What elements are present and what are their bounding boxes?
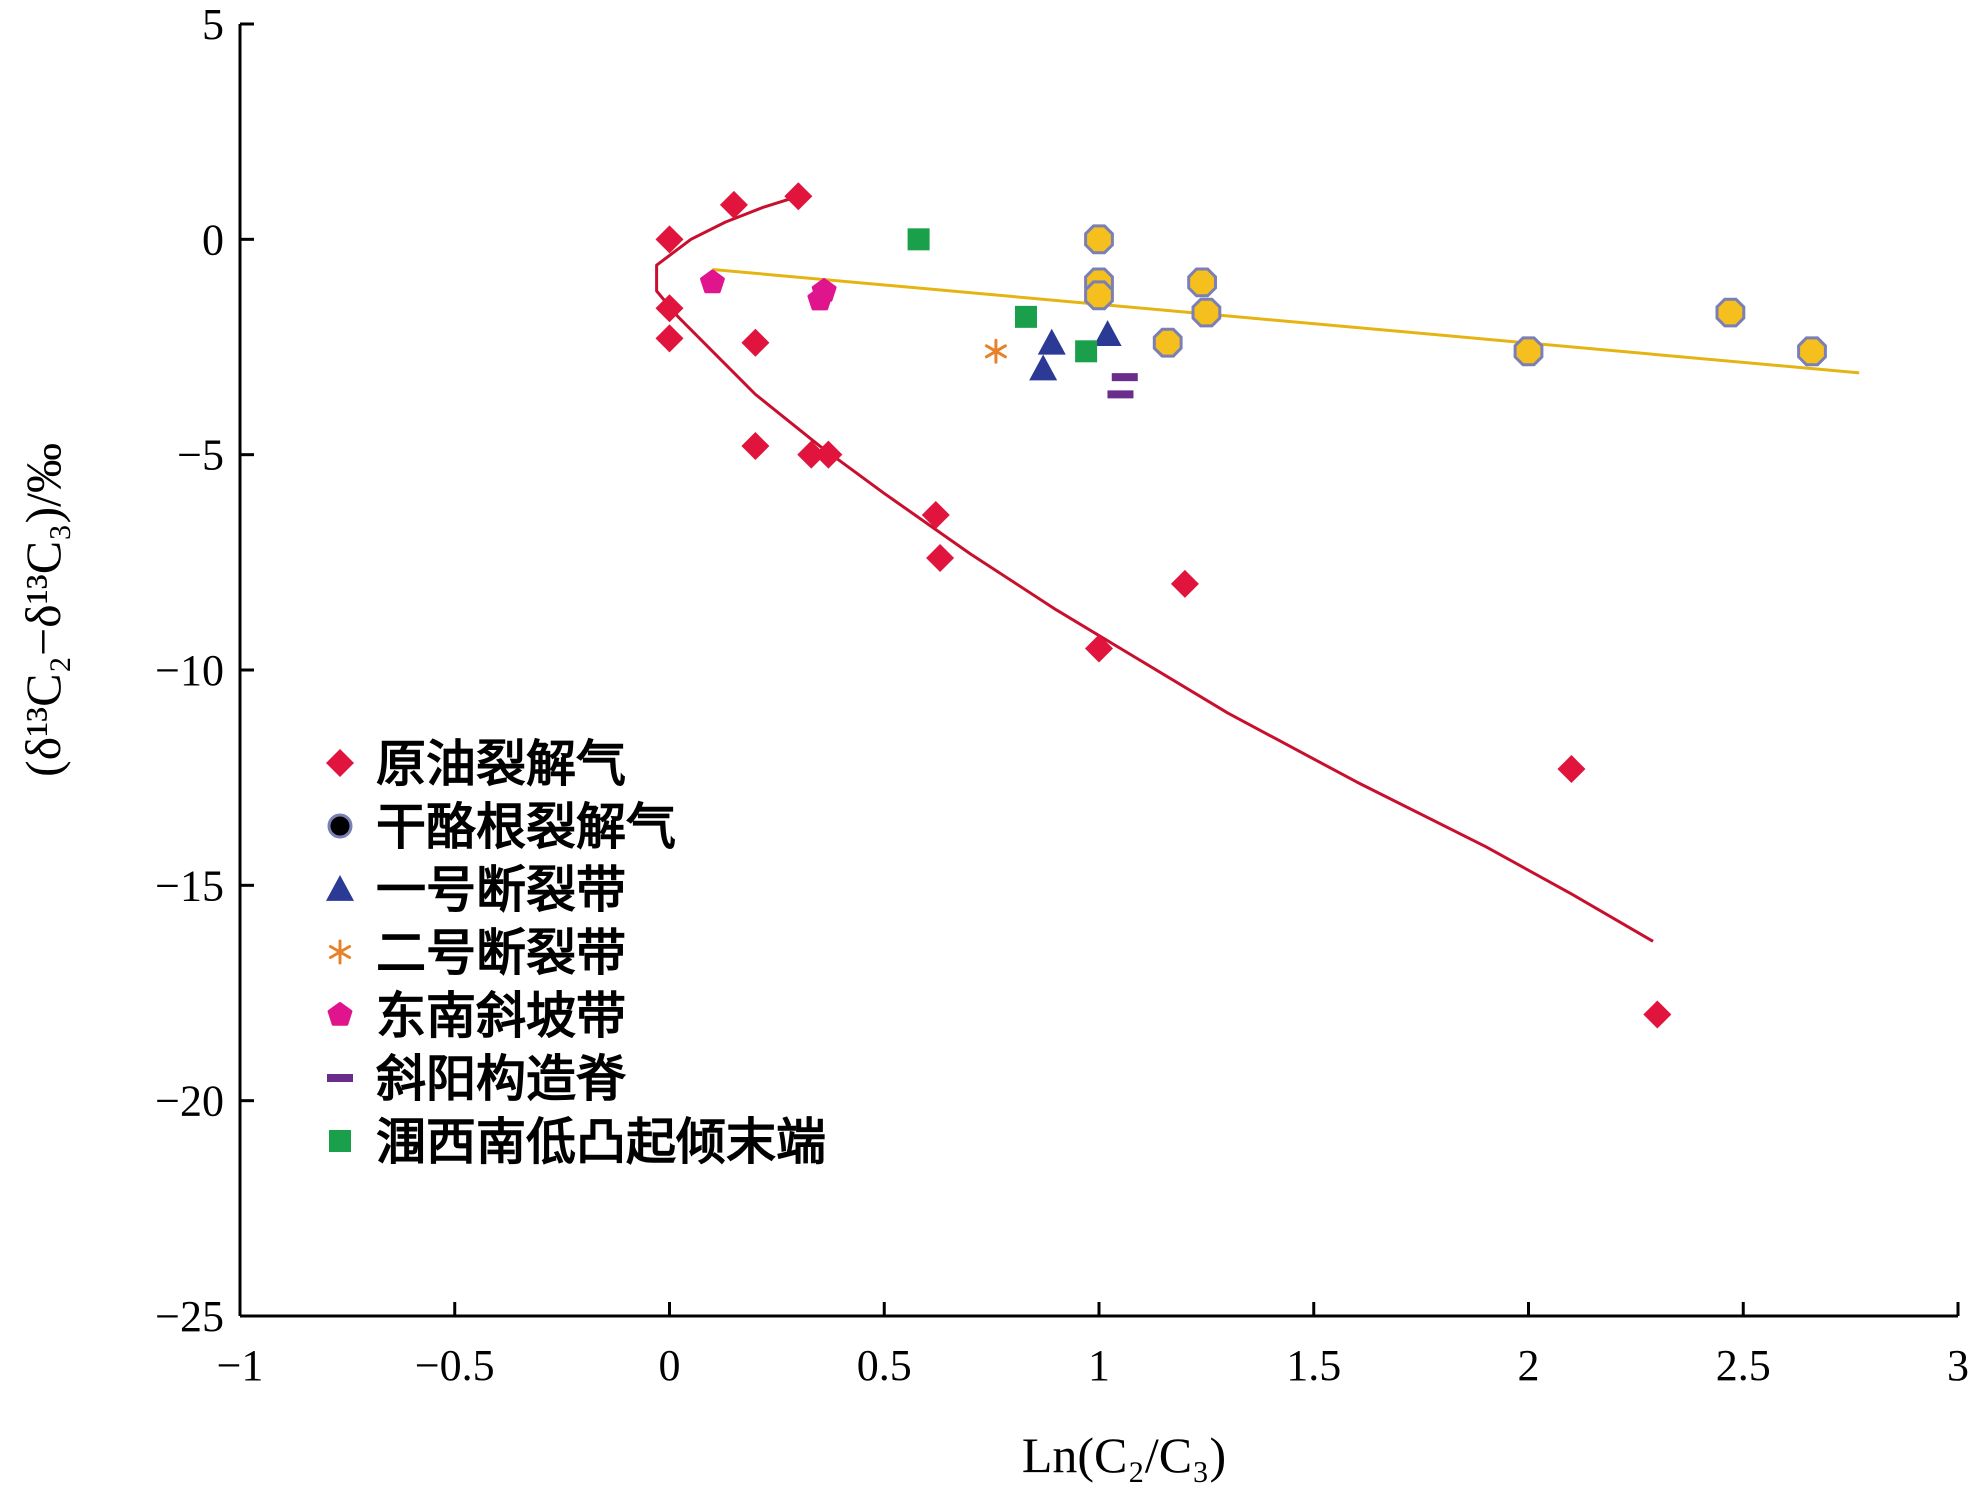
legend-item: 干酪根裂解气	[327, 798, 676, 856]
x-axis-title: Ln(C₂/C₃)	[1022, 1427, 1226, 1483]
data-point	[1085, 634, 1113, 663]
legend-marker	[328, 939, 352, 965]
x-tick-label: 3	[1947, 1341, 1968, 1390]
y-tick-label: −10	[155, 646, 224, 695]
x-tick-label: −1	[217, 1341, 264, 1390]
data-point	[1075, 340, 1098, 363]
data-point	[921, 500, 950, 529]
data-point	[1643, 1000, 1672, 1029]
axes: −1 −0.5 0 0.5 1 1.5 2 2.5 3 5 0 −5 −10 −15 −20 −25 Ln(C₂…	[15, 0, 1968, 1483]
data-point	[741, 432, 770, 461]
legend-label: 原油裂解气	[376, 735, 626, 793]
series-6	[907, 228, 1098, 363]
legend-item: 东南斜坡带	[327, 987, 626, 1045]
data-point	[797, 440, 826, 469]
legend-item: 斜阳构造脊	[327, 1050, 627, 1108]
series-2	[1029, 320, 1122, 381]
legend-marker	[327, 1002, 353, 1026]
legend-label: 东南斜坡带	[376, 987, 626, 1045]
data-point	[741, 328, 770, 357]
y-tick-label: −20	[155, 1077, 224, 1126]
legend-marker	[327, 1074, 353, 1082]
data-point	[1187, 267, 1217, 298]
data-point	[1191, 297, 1222, 328]
series-5	[1107, 373, 1138, 399]
legend-label: 一号断裂带	[376, 861, 626, 919]
data-point	[1111, 373, 1138, 382]
data-point	[1557, 755, 1586, 784]
data-point	[1093, 320, 1122, 346]
data-point	[1037, 328, 1066, 355]
data-point	[719, 190, 748, 219]
data-point	[655, 225, 684, 254]
data-point	[1029, 354, 1058, 381]
legend-label: 二号断裂带	[376, 924, 626, 982]
data-points	[655, 182, 1827, 1029]
series-4	[700, 269, 837, 311]
data-point	[926, 544, 955, 573]
legend-item: 二号断裂带	[328, 924, 626, 982]
data-point	[700, 269, 725, 294]
legend-marker	[327, 813, 353, 839]
data-point	[784, 182, 813, 211]
data-point	[655, 294, 684, 323]
legend-marker	[326, 875, 354, 901]
legend-item: 一号断裂带	[326, 861, 626, 919]
legend-item: 涠西南低凸起倾末端	[329, 1113, 826, 1171]
legend-item: 原油裂解气	[326, 735, 626, 793]
x-tick-label: 0.5	[857, 1341, 912, 1390]
legend-label: 斜阳构造脊	[376, 1050, 627, 1108]
series-3	[984, 338, 1007, 364]
legend-marker	[326, 749, 354, 777]
data-point	[1170, 569, 1199, 598]
y-tick-label: 0	[202, 215, 224, 264]
data-point	[1715, 297, 1746, 328]
y-tick-label: −25	[155, 1292, 224, 1341]
y-tick-label: −15	[155, 861, 224, 910]
legend-label: 涠西南低凸起倾末端	[376, 1113, 826, 1171]
data-point	[1152, 327, 1183, 358]
data-point	[1084, 280, 1114, 311]
series-0	[655, 182, 1672, 1029]
legend-label: 干酪根裂解气	[376, 798, 676, 856]
data-point	[1107, 390, 1134, 399]
data-point	[907, 228, 930, 251]
curved-trendline	[655, 194, 1654, 943]
data-point	[807, 286, 833, 311]
data-point	[1084, 224, 1114, 255]
data-point	[1797, 336, 1827, 367]
y-tick-label: 5	[202, 0, 224, 49]
x-tick-label: 1	[1088, 1341, 1110, 1390]
linear-trendline	[712, 267, 1860, 375]
data-point	[814, 440, 843, 469]
y-tick-label: −5	[177, 431, 224, 480]
y-axis-title: (δ¹³C₂−δ¹³C₃)/‰	[15, 443, 71, 777]
series-1	[1084, 224, 1827, 367]
asterisk-stroke	[328, 945, 352, 959]
x-tick-label: −0.5	[415, 1341, 495, 1390]
data-point	[1014, 305, 1037, 328]
data-point	[1513, 336, 1544, 367]
asterisk-stroke	[984, 344, 1007, 359]
x-tick-label: 2.5	[1716, 1341, 1771, 1390]
x-tick-label: 0	[659, 1341, 681, 1390]
data-point	[655, 324, 684, 353]
legend-marker	[329, 1130, 351, 1152]
trendlines	[655, 194, 1860, 943]
x-tick-label: 1.5	[1286, 1341, 1341, 1390]
x-tick-label: 2	[1518, 1341, 1540, 1390]
data-point	[984, 338, 1007, 364]
